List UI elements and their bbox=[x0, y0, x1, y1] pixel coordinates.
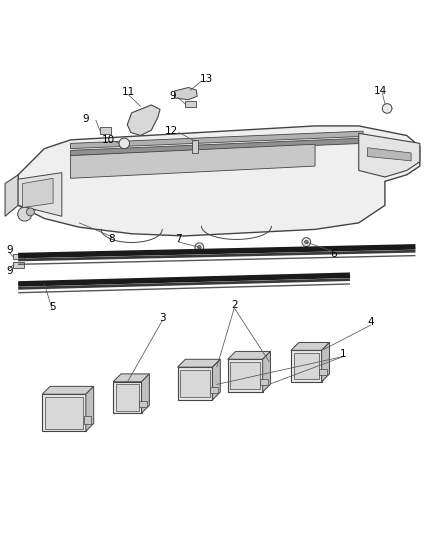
Polygon shape bbox=[177, 367, 212, 400]
Polygon shape bbox=[18, 126, 420, 236]
Text: 11: 11 bbox=[122, 87, 135, 97]
Bar bbox=[185, 101, 196, 107]
Polygon shape bbox=[116, 384, 139, 410]
Circle shape bbox=[26, 208, 34, 216]
Circle shape bbox=[382, 103, 392, 113]
Text: 6: 6 bbox=[330, 249, 337, 259]
Circle shape bbox=[195, 243, 204, 252]
Text: 14: 14 bbox=[374, 86, 387, 96]
Text: 9: 9 bbox=[6, 266, 13, 276]
Polygon shape bbox=[367, 148, 411, 161]
Circle shape bbox=[119, 138, 130, 149]
Polygon shape bbox=[84, 416, 91, 424]
Polygon shape bbox=[263, 351, 271, 392]
Circle shape bbox=[302, 238, 311, 246]
Polygon shape bbox=[113, 374, 149, 382]
Polygon shape bbox=[113, 382, 141, 413]
Bar bbox=[13, 262, 24, 268]
Text: 9: 9 bbox=[82, 114, 89, 124]
Circle shape bbox=[18, 207, 32, 221]
Polygon shape bbox=[18, 173, 62, 216]
Polygon shape bbox=[45, 397, 83, 429]
Text: 4: 4 bbox=[367, 317, 374, 327]
Polygon shape bbox=[42, 394, 86, 431]
Text: 5: 5 bbox=[49, 302, 56, 312]
Bar bbox=[100, 127, 111, 134]
Text: 9: 9 bbox=[169, 91, 176, 101]
Circle shape bbox=[198, 246, 201, 249]
Polygon shape bbox=[261, 379, 268, 385]
Polygon shape bbox=[141, 374, 149, 413]
Polygon shape bbox=[291, 350, 321, 382]
Polygon shape bbox=[71, 144, 315, 179]
Text: 12: 12 bbox=[165, 126, 178, 136]
Polygon shape bbox=[177, 359, 220, 367]
Polygon shape bbox=[291, 343, 329, 350]
Polygon shape bbox=[319, 369, 327, 375]
Polygon shape bbox=[22, 179, 53, 207]
Polygon shape bbox=[71, 131, 363, 149]
Polygon shape bbox=[174, 87, 197, 100]
Text: 13: 13 bbox=[200, 74, 213, 84]
Polygon shape bbox=[5, 175, 18, 216]
Text: 8: 8 bbox=[109, 235, 115, 245]
Text: 7: 7 bbox=[176, 235, 182, 245]
Polygon shape bbox=[71, 138, 363, 156]
Polygon shape bbox=[230, 362, 260, 390]
Polygon shape bbox=[42, 386, 94, 394]
Polygon shape bbox=[139, 401, 147, 407]
Polygon shape bbox=[321, 343, 329, 382]
Text: 10: 10 bbox=[102, 135, 115, 145]
Text: 1: 1 bbox=[340, 349, 347, 359]
Polygon shape bbox=[359, 133, 420, 177]
Text: 2: 2 bbox=[231, 300, 237, 310]
Bar bbox=[192, 140, 198, 153]
Polygon shape bbox=[228, 351, 271, 359]
Circle shape bbox=[304, 240, 308, 244]
Polygon shape bbox=[228, 359, 263, 392]
Polygon shape bbox=[86, 386, 94, 431]
Bar bbox=[13, 254, 24, 259]
Text: 9: 9 bbox=[6, 245, 13, 255]
Polygon shape bbox=[210, 387, 218, 393]
Polygon shape bbox=[293, 353, 319, 379]
Polygon shape bbox=[180, 370, 210, 397]
Text: 3: 3 bbox=[159, 313, 166, 323]
Polygon shape bbox=[212, 359, 220, 400]
Polygon shape bbox=[127, 105, 160, 135]
